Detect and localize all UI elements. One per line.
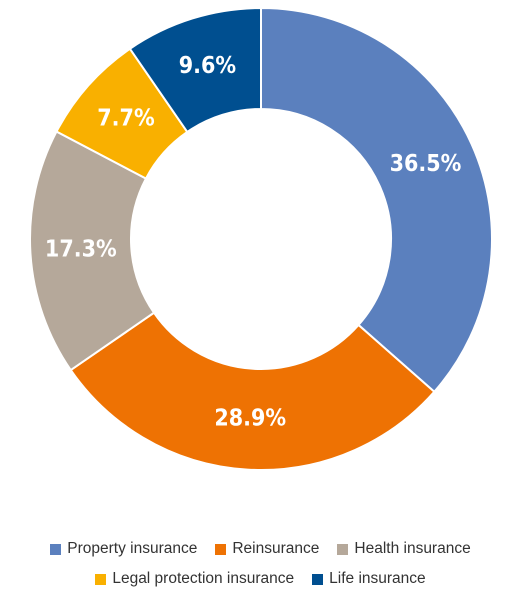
slice bbox=[260, 6, 493, 394]
legend-item: Life insurance bbox=[312, 570, 426, 588]
legend-label: Legal protection insurance bbox=[112, 570, 295, 587]
legend-item: Reinsurance bbox=[215, 540, 319, 558]
slice bbox=[69, 311, 436, 471]
value-label: 17.3% bbox=[45, 236, 117, 262]
slice bbox=[128, 6, 262, 134]
chart: 36.5% 28.9% 17.3% 7.7% 9.6% bbox=[29, 6, 493, 471]
legend-swatch bbox=[312, 573, 324, 585]
legend-item: Legal protection insurance bbox=[95, 570, 294, 588]
value-label: 28.9% bbox=[214, 406, 286, 432]
value-label: 36.5% bbox=[390, 151, 462, 177]
legend-label: Health insurance bbox=[354, 540, 471, 557]
value-label: 9.6% bbox=[179, 53, 237, 79]
legend-label: Reinsurance bbox=[232, 540, 320, 557]
legend-swatch bbox=[50, 543, 62, 555]
slice bbox=[29, 130, 156, 372]
value-label: 7.7% bbox=[97, 106, 155, 132]
legend-label: Life insurance bbox=[329, 570, 426, 587]
legend-swatch bbox=[337, 543, 349, 555]
legend: Property insurance Reinsurance Health insu… bbox=[0, 540, 521, 588]
legend-label: Property insurance bbox=[67, 540, 198, 557]
legend-swatch bbox=[215, 543, 227, 555]
legend-swatch bbox=[95, 573, 107, 585]
legend-item: Property insurance bbox=[50, 540, 197, 558]
legend-item: Health insurance bbox=[337, 540, 471, 558]
